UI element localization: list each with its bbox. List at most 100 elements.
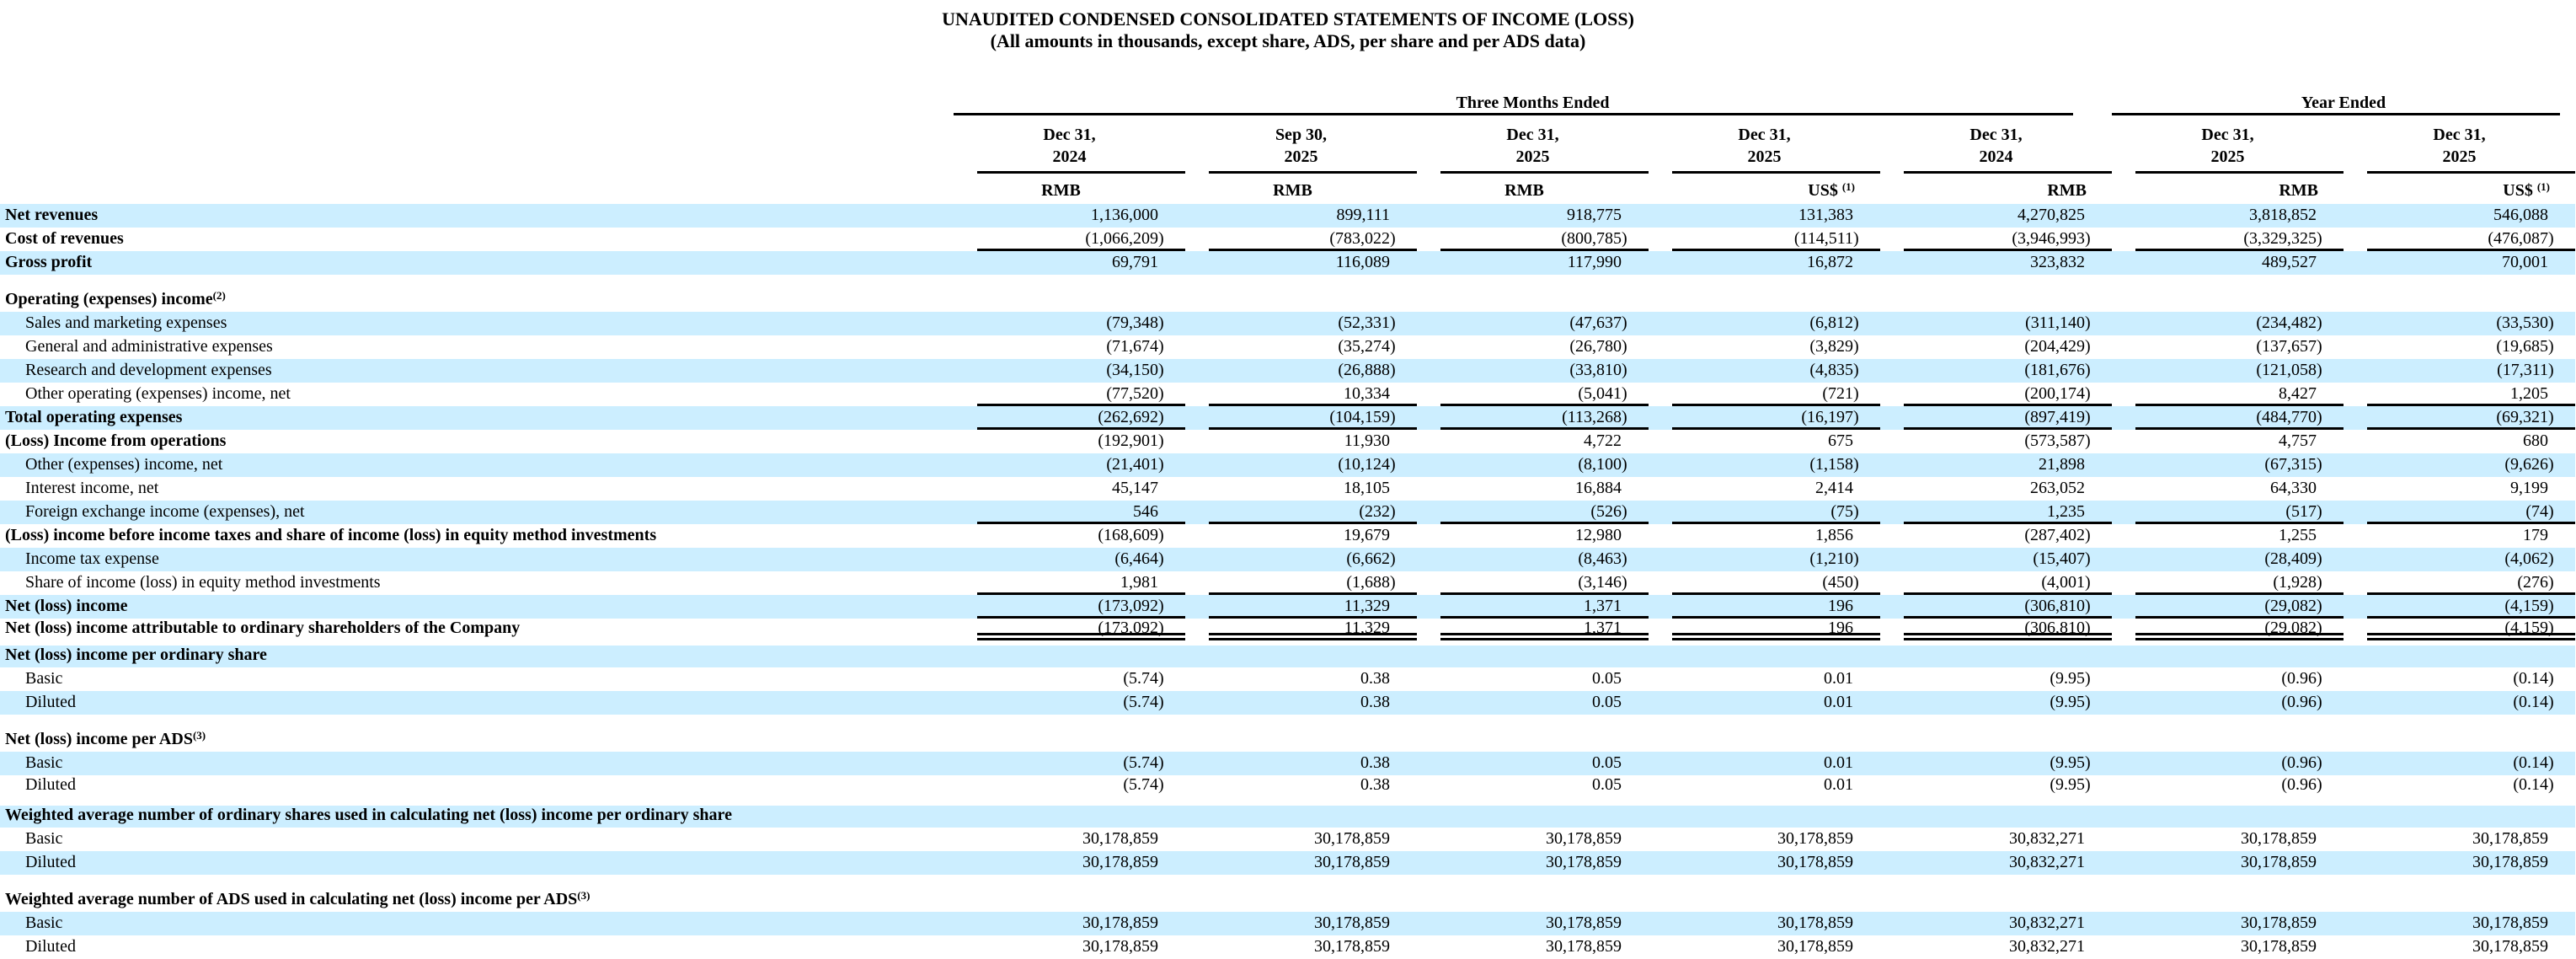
footnote-ref: (3) — [192, 728, 206, 742]
value-cell: 2,414 — [1815, 478, 1853, 497]
header-spacer — [0, 115, 954, 174]
value-cell: 546,088 — [2493, 205, 2549, 224]
value-cell: (4,159) — [2344, 594, 2576, 619]
table-row: Share of income (loss) in equity method … — [0, 571, 2576, 595]
value-cell: 0.38 — [1360, 753, 1390, 772]
row-label: Sales and marketing expenses — [25, 313, 227, 332]
value-cell: (9.95) — [2050, 753, 2091, 772]
value-cell: 918,775 — [1567, 205, 1622, 224]
value-cell: (75) — [1649, 500, 1880, 524]
row-label: Weighted average number of ADS used in c… — [5, 888, 591, 908]
value-cell: (276) — [2344, 571, 2576, 595]
value-cell: 4,270,825 — [2018, 205, 2086, 224]
table-header: Three Months Ended Year Ended Dec 31, 2024 S… — [0, 87, 2576, 204]
table-row: Net (loss) income per ordinary share — [0, 642, 2576, 667]
value-cell — [1649, 796, 1880, 828]
value-cell: (721) — [1649, 382, 1880, 406]
row-label: Cost of revenues — [5, 228, 124, 248]
value-cell: 196 — [1649, 594, 1880, 619]
value-cell: 3,818,852 — [2249, 205, 2317, 224]
row-label: Research and development expenses — [25, 360, 272, 379]
value-cell: 30,178,859 — [2472, 913, 2549, 932]
value-cell — [954, 715, 1185, 752]
value-cell: 0.05 — [1592, 774, 1622, 794]
col-header-unit: RMB — [2279, 180, 2319, 200]
value-cell — [1185, 715, 1417, 752]
value-cell: (0.14) — [2513, 692, 2554, 711]
column-group-row: Three Months Ended Year Ended — [0, 87, 2576, 115]
row-label: Operating (expenses) income(2) — [5, 288, 226, 308]
table-row: Other operating (expenses) income, net (7… — [0, 382, 2576, 406]
value-cell: 116,089 — [1335, 252, 1390, 271]
value-cell: (287,402) — [2024, 525, 2091, 544]
value-cell: (113,268) — [1417, 405, 1649, 430]
value-cell: 30,178,859 — [1314, 936, 1390, 956]
value-cell: (0.96) — [2281, 774, 2322, 794]
value-cell: (15,407) — [2033, 549, 2091, 568]
value-cell: (173,092) — [954, 618, 1185, 646]
table-row: Basic 30,178,859 30,178,859 30,178,859 30,17… — [0, 828, 2575, 851]
value-cell: (0.96) — [2281, 668, 2322, 688]
value-cell: (17,311) — [2497, 360, 2554, 379]
value-cell: (33,530) — [2496, 313, 2554, 332]
value-cell — [2344, 715, 2575, 752]
value-cell: (26,780) — [1569, 336, 1627, 356]
value-cell: (3,829) — [1809, 336, 1859, 356]
value-cell: 30,178,859 — [1777, 828, 1853, 848]
value-cell: 196 — [1649, 618, 1880, 646]
footnote-ref: (3) — [577, 888, 591, 902]
value-cell — [1649, 643, 1880, 667]
table-row: Net (loss) income per ADS(3) — [0, 715, 2575, 752]
unit-header-row: RMB RMB RMB US$ (1) RMB RMB US$ (1) — [0, 174, 2575, 204]
value-cell: 30,178,859 — [2241, 852, 2317, 871]
value-cell: 899,111 — [1336, 205, 1390, 224]
value-cell: (9,626) — [2504, 454, 2554, 474]
col-header-date: Dec 31, 2025 — [2344, 115, 2576, 174]
value-cell: (484,770) — [2112, 405, 2344, 430]
table-row: (Loss) income before income taxes and sh… — [0, 524, 2575, 548]
value-cell: (0.96) — [2281, 692, 2322, 711]
value-cell — [1880, 796, 2113, 828]
value-cell: 11,930 — [1344, 431, 1390, 450]
value-cell: 1,255 — [2279, 525, 2317, 544]
value-cell: 1,205 — [2344, 382, 2576, 406]
value-cell: (3,329,325) — [2112, 227, 2344, 251]
value-cell: (476,087) — [2344, 227, 2576, 251]
value-cell — [954, 643, 1185, 667]
table-row: Weighted average number of ordinary shar… — [0, 796, 2576, 828]
row-label: Net (loss) income per ordinary share — [5, 645, 267, 664]
value-cell: (306,810) — [1880, 594, 2113, 619]
col-header-date: Sep 30, 2025 — [1185, 115, 1417, 174]
value-cell: (6,464) — [1114, 549, 1164, 568]
value-cell: (5.74) — [1123, 668, 1164, 688]
value-cell: 0.38 — [1360, 668, 1390, 688]
value-cell: 30,178,859 — [2472, 852, 2549, 871]
value-cell: 1,856 — [1815, 525, 1853, 544]
value-cell — [1185, 875, 1417, 912]
value-cell: 117,990 — [1567, 252, 1622, 271]
table-row: (Loss) Income from operations (192,901) 11… — [0, 430, 2575, 453]
value-cell: 30,178,859 — [2241, 913, 2317, 932]
row-label: Diluted — [25, 774, 76, 794]
row-label: Net (loss) income per ADS(3) — [5, 728, 206, 748]
value-cell: 0.05 — [1592, 668, 1622, 688]
value-cell: 30,178,859 — [2241, 936, 2317, 956]
row-label: Total operating expenses — [5, 407, 183, 426]
value-cell: (517) — [2112, 500, 2344, 524]
col-header-unit: RMB — [1041, 180, 1081, 200]
value-cell: (5.74) — [1123, 774, 1164, 794]
value-cell — [1185, 643, 1417, 667]
value-cell: 64,330 — [2270, 478, 2317, 497]
table-row: Diluted (5.74) 0.38 0.05 0.01 (9.95) (0.96) (0.… — [0, 690, 2576, 715]
value-cell: 30,178,859 — [2472, 828, 2549, 848]
value-cell: 30,178,859 — [2241, 828, 2317, 848]
value-cell: (104,159) — [1185, 405, 1417, 430]
value-cell: (26,888) — [1338, 360, 1396, 379]
col-header-unit: RMB — [2047, 180, 2087, 200]
value-cell: 30,178,859 — [1082, 913, 1158, 932]
value-cell: (5.74) — [1123, 692, 1164, 711]
document-title: UNAUDITED CONDENSED CONSOLIDATED STATEME… — [942, 8, 1634, 29]
value-cell: (0.14) — [2513, 753, 2554, 772]
value-cell: (311,140) — [2025, 313, 2091, 332]
value-cell: 11,329 — [1185, 618, 1417, 646]
